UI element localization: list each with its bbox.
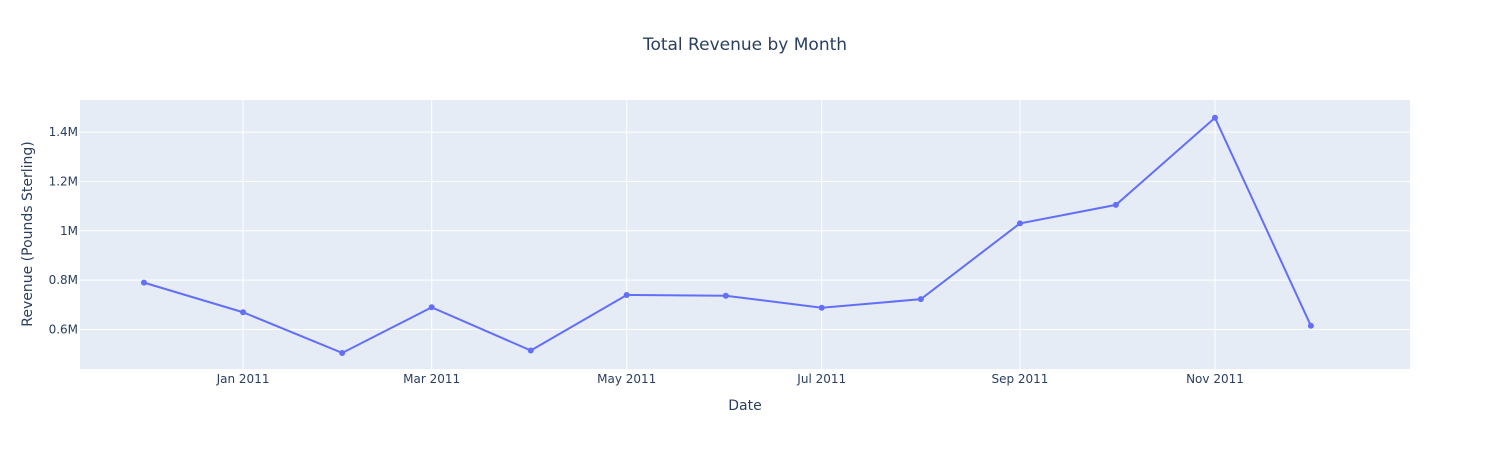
x-axis-ticks: Jan 2011 Mar 2011 May 2011 Jul 2011 Sep 2011…	[216, 372, 1244, 386]
x-axis-title: Date	[728, 398, 761, 414]
y-tick-label: 1.4M	[49, 125, 78, 139]
y-tick-label: 0.6M	[49, 323, 78, 337]
x-tick-label: May 2011	[597, 372, 656, 386]
data-point	[140, 279, 147, 286]
y-axis-title: Revenue (Pounds Sterling)	[20, 141, 36, 327]
data-point	[428, 304, 435, 311]
x-tick-label: Mar 2011	[403, 372, 460, 386]
data-point	[1307, 322, 1314, 329]
y-tick-label: 1.2M	[49, 174, 78, 188]
data-point	[1211, 114, 1218, 121]
x-tick-label: Nov 2011	[1186, 372, 1244, 386]
y-tick-label: 0.8M	[49, 273, 78, 287]
data-point	[527, 347, 534, 354]
chart-title: Total Revenue by Month	[642, 35, 847, 55]
data-point	[1112, 201, 1119, 208]
data-point	[1016, 220, 1023, 227]
data-point	[623, 291, 630, 298]
y-tick-label: 1M	[60, 224, 78, 238]
data-point	[917, 296, 924, 303]
data-point	[240, 309, 247, 316]
data-point	[339, 349, 346, 356]
x-tick-label: Jan 2011	[216, 372, 270, 386]
series-revenue	[140, 114, 1314, 356]
grid-lines	[80, 100, 1410, 369]
data-point	[722, 292, 729, 299]
y-axis-ticks: 0.6M 0.8M 1M 1.2M 1.4M	[49, 125, 78, 336]
data-point	[818, 304, 825, 311]
x-tick-label: Sep 2011	[991, 372, 1048, 386]
x-tick-label: Jul 2011	[796, 372, 846, 386]
plot-area	[80, 100, 1410, 369]
